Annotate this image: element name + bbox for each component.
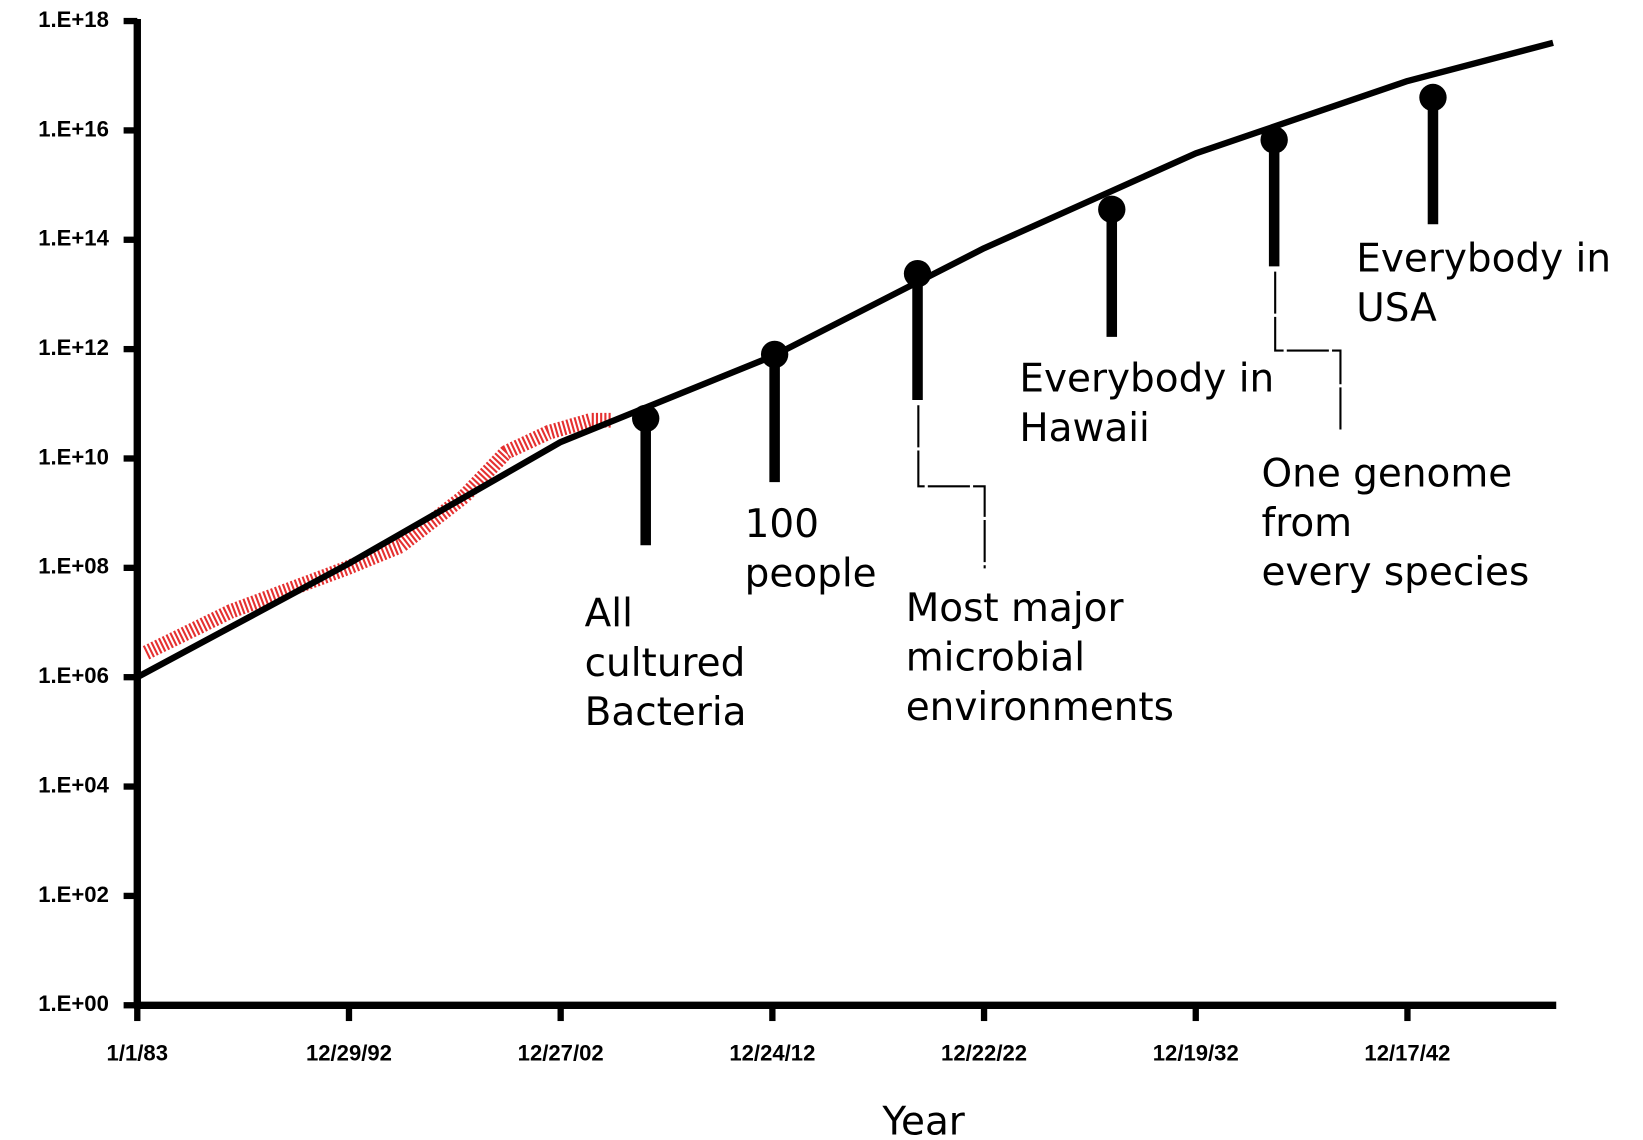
x-tick-label: 12/17/42 [1364, 1041, 1450, 1066]
y-tick-label: 1.E+02 [38, 882, 109, 907]
x-tick-label: 12/19/32 [1153, 1041, 1239, 1066]
x-tick-label: 12/29/92 [306, 1041, 392, 1066]
y-tick-label: 1.E+00 [38, 991, 109, 1016]
milestone-dot [903, 259, 932, 288]
milestone-label: One genome [1262, 451, 1513, 496]
milestone-label: microbial [906, 636, 1085, 681]
milestone-dot [1098, 195, 1126, 224]
milestone-label: Everybody in [1019, 357, 1274, 402]
x-tick-label: 12/24/12 [729, 1041, 815, 1066]
milestone-label: every species [1262, 550, 1530, 595]
milestone-dot [632, 404, 660, 433]
x-tick-label: 12/22/22 [941, 1041, 1027, 1066]
milestone-label: USA [1356, 286, 1437, 331]
x-axis-title: Year [881, 1100, 965, 1140]
milestone-label: from [1262, 501, 1353, 546]
x-tick-label: 1/1/83 [107, 1041, 168, 1066]
y-tick-label: 1.E+04 [38, 772, 109, 797]
milestone-dot [1260, 126, 1288, 154]
milestone-label: people [745, 551, 877, 596]
milestone-dot [760, 340, 789, 369]
milestone-label: All [585, 591, 633, 636]
leader-line [1274, 271, 1342, 432]
y-tick-label: 1.E+12 [38, 335, 109, 360]
leader-line [917, 405, 986, 569]
x-tick-label: 12/27/02 [518, 1041, 604, 1066]
milestone-label: Everybody in [1356, 237, 1611, 282]
y-tick-label: 1.E+10 [38, 444, 109, 469]
milestone-label: Bacteria [585, 690, 747, 735]
y-tick-label: 1.E+16 [38, 116, 109, 141]
y-tick-label: 1.E+08 [38, 554, 109, 579]
y-tick-label: 1.E+06 [38, 663, 109, 688]
milestone-label: environments [906, 685, 1174, 730]
series-line [142, 412, 613, 660]
milestone-label: cultured [585, 641, 746, 686]
milestone-dot [1419, 83, 1447, 112]
milestone-label: Most major [906, 586, 1125, 631]
y-tick-label: 1.E+18 [38, 7, 109, 32]
series-line [135, 39, 1554, 680]
milestone-label: 100 [745, 502, 819, 547]
y-tick-label: 1.E+14 [38, 226, 109, 251]
milestone-label: Hawaii [1019, 406, 1149, 451]
